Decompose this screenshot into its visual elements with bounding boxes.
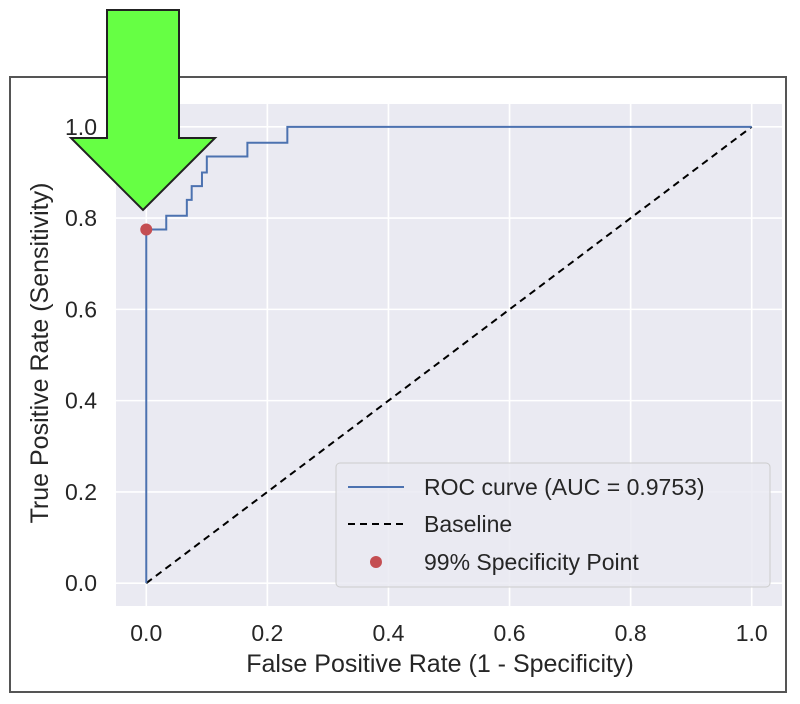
legend-label-roc-curve: ROC curve (AUC = 0.9753)	[424, 474, 705, 500]
x-tick-label: 0.0	[130, 620, 162, 646]
y-tick-label: 0.8	[65, 205, 97, 231]
series-layer	[140, 125, 753, 584]
annotation-arrow	[68, 9, 218, 212]
x-axis-label: False Positive Rate (1 - Specificity)	[246, 650, 634, 678]
legend-box	[335, 462, 771, 588]
y-tick-label: 0.0	[65, 570, 97, 596]
baseline-line	[145, 126, 753, 584]
x-tick-label: 0.6	[494, 620, 526, 646]
y-axis-label: True Positive Rate (Sensitivity)	[26, 183, 54, 524]
y-tick-label: 0.6	[65, 296, 97, 322]
y-tick-label: 0.2	[65, 479, 97, 505]
x-tick-label: 0.2	[251, 620, 283, 646]
specificity-point-marker	[140, 223, 153, 236]
legend: ROC curve (AUC = 0.9753) Baseline 99% Sp…	[335, 462, 771, 588]
x-tick-label: 1.0	[736, 620, 768, 646]
legend-label-baseline: Baseline	[424, 511, 512, 537]
tick-labels: 0.0 0.2 0.4 0.6 0.8 1.0 0.0 0.2 0.4 0.6 0.8 1.0	[65, 114, 768, 646]
roc-curve-line	[145, 125, 752, 584]
y-tick-label: 0.4	[65, 388, 97, 414]
legend-label-specificity-point: 99% Specificity Point	[424, 549, 639, 575]
x-tick-label: 0.8	[615, 620, 647, 646]
x-tick-label: 0.4	[372, 620, 404, 646]
legend-swatch-specificity-point	[370, 556, 382, 568]
y-tick-label: 1.0	[65, 114, 97, 140]
